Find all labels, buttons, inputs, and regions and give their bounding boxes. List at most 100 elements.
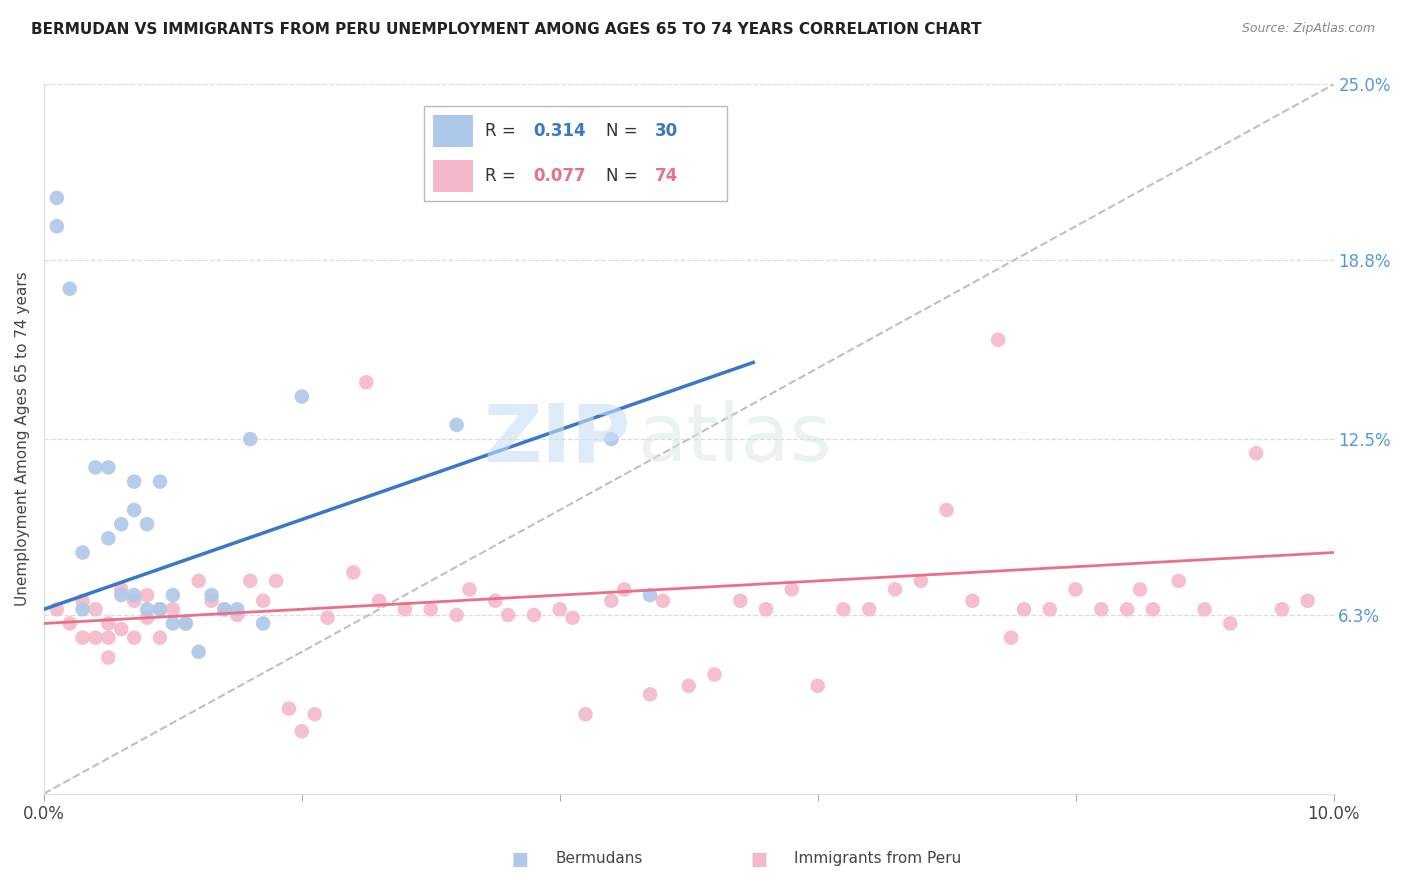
Text: ZIP: ZIP <box>484 400 631 478</box>
Point <box>97 631 120 645</box>
Point <box>1271 602 1294 616</box>
Point <box>884 582 907 597</box>
Point <box>84 631 107 645</box>
Point <box>122 631 145 645</box>
Point <box>484 594 506 608</box>
Point <box>962 594 984 608</box>
Point <box>548 602 571 616</box>
Point <box>200 588 222 602</box>
Text: Source: ZipAtlas.com: Source: ZipAtlas.com <box>1241 22 1375 36</box>
Point <box>730 594 752 608</box>
Point <box>368 594 391 608</box>
Point <box>1039 602 1062 616</box>
Point <box>149 631 172 645</box>
Point <box>1012 602 1035 616</box>
Point <box>214 602 236 616</box>
Point <box>110 582 132 597</box>
Point <box>316 611 339 625</box>
Point <box>1194 602 1216 616</box>
Point <box>600 432 623 446</box>
Point <box>72 602 94 616</box>
Point <box>304 707 326 722</box>
Point <box>136 517 159 532</box>
Point <box>72 631 94 645</box>
Point <box>136 602 159 616</box>
Point <box>291 724 314 739</box>
Point <box>910 574 932 588</box>
Point <box>638 687 661 701</box>
Point <box>122 594 145 608</box>
Point <box>162 588 184 602</box>
Point <box>807 679 830 693</box>
Point <box>1090 602 1112 616</box>
Point <box>858 602 880 616</box>
Point <box>149 475 172 489</box>
Point <box>97 532 120 546</box>
Point <box>446 417 468 432</box>
Point <box>214 602 236 616</box>
Point <box>1219 616 1241 631</box>
Point <box>122 475 145 489</box>
Point <box>84 460 107 475</box>
Point <box>200 594 222 608</box>
Y-axis label: Unemployment Among Ages 65 to 74 years: Unemployment Among Ages 65 to 74 years <box>15 272 30 607</box>
Point <box>291 390 314 404</box>
Point <box>239 574 262 588</box>
Point <box>277 701 299 715</box>
Point <box>239 432 262 446</box>
Point <box>252 594 274 608</box>
Point <box>651 594 673 608</box>
Point <box>1116 602 1139 616</box>
Point <box>458 582 481 597</box>
Point <box>110 517 132 532</box>
Point <box>136 611 159 625</box>
Point <box>149 602 172 616</box>
Point <box>780 582 803 597</box>
Point <box>394 602 416 616</box>
Text: BERMUDAN VS IMMIGRANTS FROM PERU UNEMPLOYMENT AMONG AGES 65 TO 74 YEARS CORRELAT: BERMUDAN VS IMMIGRANTS FROM PERU UNEMPLO… <box>31 22 981 37</box>
Point <box>45 219 67 234</box>
Point <box>226 602 249 616</box>
Point <box>1129 582 1152 597</box>
Point <box>987 333 1010 347</box>
Point <box>1142 602 1164 616</box>
Point <box>45 602 67 616</box>
Point <box>561 611 583 625</box>
Point <box>1000 631 1022 645</box>
Point <box>356 376 378 390</box>
Point <box>174 616 197 631</box>
Point <box>600 594 623 608</box>
Point <box>72 545 94 559</box>
Text: Immigrants from Peru: Immigrants from Peru <box>794 851 962 865</box>
Point <box>187 574 209 588</box>
Point <box>97 460 120 475</box>
Point <box>59 616 82 631</box>
Point <box>1167 574 1189 588</box>
Point <box>935 503 957 517</box>
Point <box>122 588 145 602</box>
Point <box>136 588 159 602</box>
Point <box>122 503 145 517</box>
Point <box>638 588 661 602</box>
Point <box>613 582 636 597</box>
Point <box>342 566 364 580</box>
Point <box>755 602 778 616</box>
Point <box>226 607 249 622</box>
Point <box>162 602 184 616</box>
Point <box>446 607 468 622</box>
Point <box>84 602 107 616</box>
Text: ▪: ▪ <box>510 844 530 872</box>
Point <box>703 667 725 681</box>
Point <box>496 607 519 622</box>
Point <box>832 602 855 616</box>
Text: Bermudans: Bermudans <box>555 851 643 865</box>
Point <box>419 602 441 616</box>
Point <box>187 645 209 659</box>
Point <box>678 679 700 693</box>
Point <box>110 622 132 636</box>
Text: ▪: ▪ <box>749 844 769 872</box>
Point <box>59 282 82 296</box>
Point <box>110 588 132 602</box>
Text: atlas: atlas <box>637 400 831 478</box>
Point <box>1064 582 1087 597</box>
